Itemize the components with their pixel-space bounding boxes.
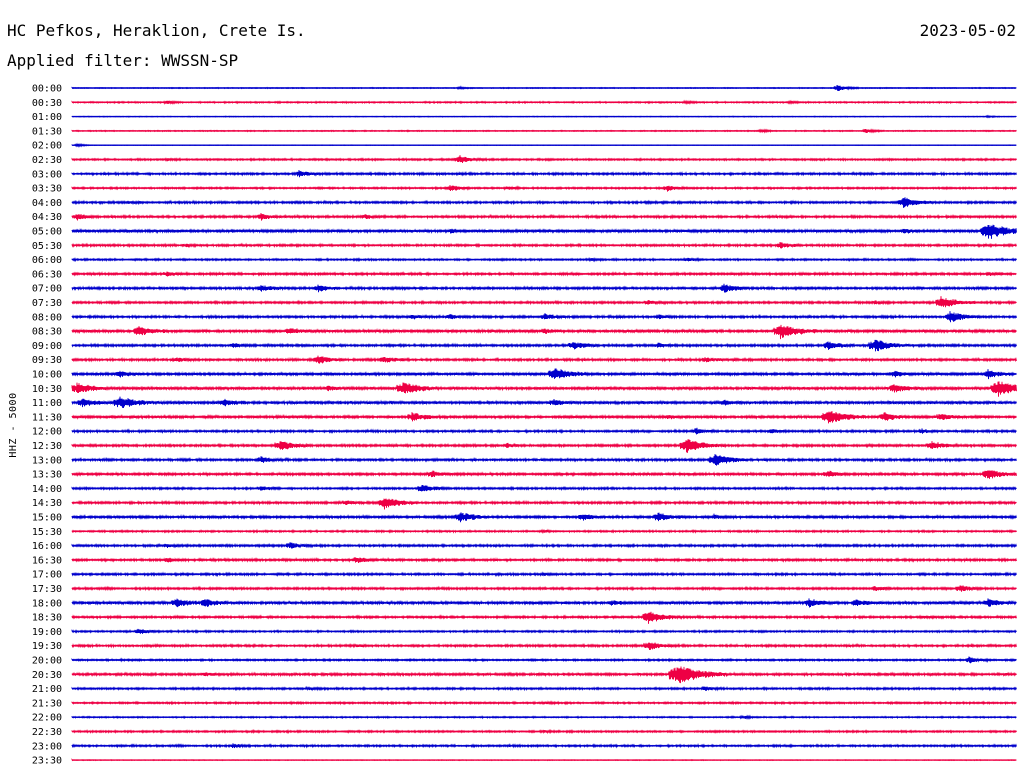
time-tick-0030: 00:30 (32, 98, 62, 109)
trace-0500 (71, 224, 1017, 239)
time-tick-1600: 16:00 (32, 541, 62, 552)
time-tick-0630: 06:30 (32, 269, 62, 280)
filter-label: Applied filter: WWSSN-SP (7, 51, 238, 70)
time-tick-0200: 02:00 (32, 141, 62, 152)
time-tick-1400: 14:00 (32, 484, 62, 495)
time-tick-0500: 05:00 (32, 227, 62, 238)
trace-1430 (71, 498, 1017, 510)
trace-0730 (71, 296, 1017, 308)
time-tick-1000: 10:00 (32, 370, 62, 381)
time-tick-0930: 09:30 (32, 355, 62, 366)
date-label: 2023-05-02 (920, 21, 1016, 40)
time-tick-1300: 13:00 (32, 455, 62, 466)
time-tick-2100: 21:00 (32, 684, 62, 695)
time-tick-1500: 15:00 (32, 513, 62, 524)
time-tick-1800: 18:00 (32, 598, 62, 609)
time-tick-0830: 08:30 (32, 327, 62, 338)
time-tick-labels: 00:00 00:30 01:00 01:30 02:00 02:30 03:00 03:30… (32, 84, 62, 767)
time-tick-1730: 17:30 (32, 584, 62, 595)
trace-1800 (71, 598, 1017, 608)
time-tick-0430: 04:30 (32, 212, 62, 223)
time-tick-0900: 09:00 (32, 341, 62, 352)
time-tick-1230: 12:30 (32, 441, 62, 452)
time-tick-0330: 03:30 (32, 184, 62, 195)
time-tick-0730: 07:30 (32, 298, 62, 309)
time-tick-1030: 10:30 (32, 384, 62, 395)
time-tick-1100: 11:00 (32, 398, 62, 409)
time-tick-2000: 20:00 (32, 656, 62, 667)
time-tick-2200: 22:00 (32, 713, 62, 724)
time-tick-0300: 03:00 (32, 169, 62, 180)
time-tick-1130: 11:30 (32, 412, 62, 423)
time-tick-2300: 23:00 (32, 741, 62, 752)
station-title: HC Pefkos, Heraklion, Crete Is. (7, 21, 306, 40)
y-axis-label: HHZ - 5000 (8, 392, 19, 457)
time-tick-1530: 15:30 (32, 527, 62, 538)
time-tick-1630: 16:30 (32, 555, 62, 566)
time-tick-1200: 12:00 (32, 427, 62, 438)
time-tick-1830: 18:30 (32, 613, 62, 624)
time-tick-1430: 14:30 (32, 498, 62, 509)
trace-1030 (71, 381, 1017, 397)
time-tick-1930: 19:30 (32, 641, 62, 652)
time-tick-0700: 07:00 (32, 284, 62, 295)
time-tick-2230: 22:30 (32, 727, 62, 738)
time-tick-0600: 06:00 (32, 255, 62, 266)
time-tick-0530: 05:30 (32, 241, 62, 252)
time-tick-2130: 21:30 (32, 698, 62, 709)
time-tick-2030: 20:30 (32, 670, 62, 681)
trace-0830 (71, 324, 1017, 340)
time-tick-2330: 23:30 (32, 756, 62, 767)
time-tick-1700: 17:00 (32, 570, 62, 581)
time-tick-0000: 00:00 (32, 84, 62, 95)
time-tick-0400: 04:00 (32, 198, 62, 209)
time-tick-0800: 08:00 (32, 312, 62, 323)
time-tick-0100: 01:00 (32, 112, 62, 123)
time-tick-0230: 02:30 (32, 155, 62, 166)
time-tick-0130: 01:30 (32, 126, 62, 137)
time-tick-1330: 13:30 (32, 470, 62, 481)
seismic-traces (71, 84, 1017, 762)
time-tick-1900: 19:00 (32, 627, 62, 638)
